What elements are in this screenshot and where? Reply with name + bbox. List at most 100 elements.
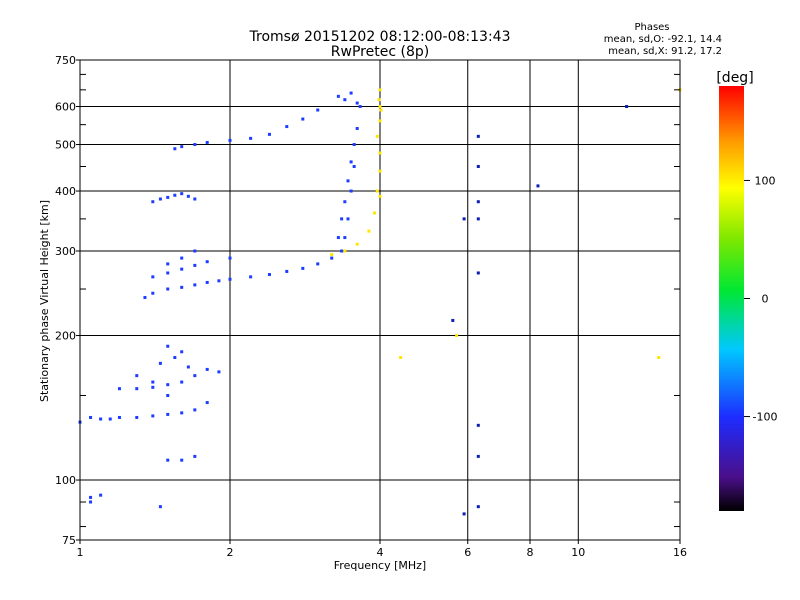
data-point xyxy=(135,415,139,419)
chart-subtitle: RwPretec (8p) xyxy=(331,44,429,60)
data-point xyxy=(193,263,197,267)
x-tick-label: 1 xyxy=(77,546,84,559)
data-point xyxy=(378,88,382,92)
data-point xyxy=(180,267,184,271)
data-point xyxy=(186,194,190,198)
data-point xyxy=(476,423,480,427)
data-point xyxy=(193,408,197,412)
data-point xyxy=(99,493,103,497)
colorbar xyxy=(719,86,744,511)
data-point xyxy=(340,217,344,221)
x-tick-label: 6 xyxy=(464,546,471,559)
plot-grid xyxy=(80,60,680,540)
data-point xyxy=(249,275,253,279)
data-point xyxy=(378,194,382,198)
data-point xyxy=(301,266,305,270)
data-point xyxy=(378,105,382,109)
data-point xyxy=(267,132,271,136)
data-point xyxy=(166,458,170,462)
stats-line-x: mean, sd,X: 91.2, 17.2 xyxy=(608,46,722,57)
data-point xyxy=(343,200,347,204)
data-point xyxy=(151,275,155,279)
data-point xyxy=(378,119,382,123)
data-point xyxy=(166,344,170,348)
data-point xyxy=(89,495,93,499)
data-point xyxy=(301,117,305,121)
data-point xyxy=(349,91,353,95)
y-tick-label: 750 xyxy=(55,54,76,67)
data-point xyxy=(180,256,184,260)
data-point xyxy=(375,189,379,193)
data-point xyxy=(349,160,353,164)
data-point xyxy=(267,273,271,277)
data-point xyxy=(166,195,170,199)
colorbar-tick-label: 100 xyxy=(755,174,776,187)
data-point xyxy=(228,138,232,142)
x-tick-label: 16 xyxy=(673,546,687,559)
data-point xyxy=(355,126,359,130)
data-point xyxy=(117,387,121,391)
data-point xyxy=(336,94,340,98)
data-point xyxy=(193,454,197,458)
data-point xyxy=(151,414,155,418)
data-point xyxy=(330,253,334,257)
data-point xyxy=(285,269,289,273)
data-point xyxy=(373,211,377,215)
data-point xyxy=(166,394,170,398)
y-tick-label: 600 xyxy=(55,101,76,114)
data-point xyxy=(99,417,103,421)
data-point xyxy=(205,401,209,405)
data-point xyxy=(462,217,466,221)
data-point xyxy=(228,256,232,260)
data-point xyxy=(379,108,383,112)
data-point xyxy=(151,200,155,204)
y-tick-label: 200 xyxy=(55,330,76,343)
x-tick-label: 8 xyxy=(527,546,534,559)
data-point xyxy=(151,380,155,384)
x-tick-label: 2 xyxy=(227,546,234,559)
data-point xyxy=(378,169,382,173)
data-point xyxy=(346,179,350,183)
data-point xyxy=(193,283,197,287)
data-point xyxy=(117,415,121,419)
data-point xyxy=(193,374,197,378)
data-point xyxy=(657,355,661,359)
data-point xyxy=(205,140,209,144)
data-point xyxy=(89,415,93,419)
y-tick-label: 300 xyxy=(55,245,76,258)
data-point xyxy=(355,101,359,105)
y-tick-label: 500 xyxy=(55,139,76,152)
y-axis-label: Stationary phase Virtual Height [km] xyxy=(38,200,51,402)
stats-line-o: mean, sd,O: -92.1, 14.4 xyxy=(604,34,722,45)
data-point xyxy=(375,134,379,138)
data-point xyxy=(249,136,253,140)
data-point xyxy=(455,334,459,338)
data-point xyxy=(378,151,382,155)
stats-heading: Phases xyxy=(634,22,669,33)
data-point xyxy=(193,143,197,147)
data-point xyxy=(536,184,540,188)
data-point xyxy=(180,380,184,384)
data-point xyxy=(158,197,162,201)
colorbar-label: [deg] xyxy=(716,70,753,86)
data-point xyxy=(476,454,480,458)
colorbar-tick-label: 0 xyxy=(762,293,769,306)
data-point xyxy=(173,355,177,359)
data-point xyxy=(476,505,480,509)
data-point xyxy=(349,189,353,193)
colorbar-ticks: 100 0 -100 xyxy=(744,174,777,424)
data-point xyxy=(166,271,170,275)
data-point xyxy=(180,285,184,289)
data-point xyxy=(343,236,347,240)
data-point xyxy=(143,296,147,300)
x-tick-label: 4 xyxy=(377,546,384,559)
data-point xyxy=(205,260,209,264)
data-point xyxy=(166,412,170,416)
chart-title: Tromsø 20151202 08:12:00-08:13:43 xyxy=(249,29,511,45)
data-point xyxy=(193,249,197,253)
data-point xyxy=(476,134,480,138)
data-point xyxy=(476,271,480,275)
data-point xyxy=(367,229,371,233)
y-tick-label: 100 xyxy=(55,474,76,487)
